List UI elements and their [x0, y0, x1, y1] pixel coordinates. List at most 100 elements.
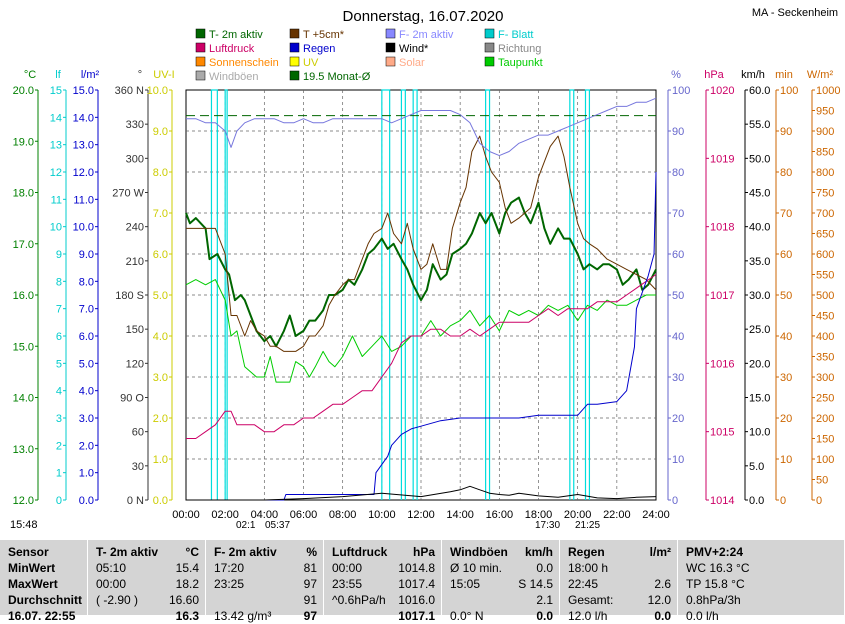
stats-cell-value: 0.0 [536, 561, 553, 575]
stats-column: Windböen km/h Ø 10 min. 0.0 15:05 S 14.5 2.1 0.… [442, 540, 560, 623]
stats-header: T- 2m aktiv °C [88, 544, 205, 560]
axis-tick-label: 200 [816, 413, 834, 425]
stats-cell-label: 23:55 [332, 577, 363, 591]
axis-tick-label: 40.0 [749, 222, 770, 234]
stats-column: F- 2m aktiv% 17:20 81 23:25 97 91 13.42 g/m³ 97 [206, 540, 324, 623]
axis-tick-label: 1014 [710, 495, 734, 507]
axis-tick-label: 270 W [112, 188, 144, 200]
axis-tick-label: 7 [56, 304, 62, 316]
stats-cell-label: 18:00 h [568, 561, 609, 575]
stats-cell-label: 05:10 [96, 561, 127, 575]
stats-row: Ø 10 min. 0.0 [442, 560, 559, 576]
axis-tick-label: 450 [816, 311, 834, 323]
stats-row: TP 15.8 °C [678, 576, 844, 592]
axis-tick-label: 25.0 [749, 324, 770, 336]
stats-header-unit: l/m² [649, 545, 671, 559]
axis-tick-label: 4.0 [79, 386, 94, 398]
leaf-wetness-spike [210, 89, 218, 500]
axis-tick-label: 14.0 [13, 393, 34, 405]
axis-tick-label: 20 [780, 413, 792, 425]
axis-tick-label: 500 [816, 290, 834, 302]
axis-tick-label: 10.0 [73, 222, 94, 234]
legend-label: T- 2m aktiv [209, 29, 263, 41]
axis-tick-label: 12.0 [73, 167, 94, 179]
x-tick-label: 14:00 [446, 509, 474, 521]
axis-tick-label: 15.0 [13, 341, 34, 353]
axis-tick-label: 15.0 [73, 85, 94, 97]
stats-cell-label: 17:20 [214, 561, 245, 575]
axis-tick-label: 6.0 [79, 331, 94, 343]
axis-tick-label: 10.0 [749, 427, 770, 439]
marker-solar-low: 17:30 [535, 520, 560, 531]
axis-tick-label: 350 [816, 352, 834, 364]
axis-tick-label: 5.0 [153, 290, 168, 302]
axis-unit: l/m² [81, 69, 100, 81]
axis-tick-label: 1018 [710, 222, 734, 234]
axis-tick-label: 3.0 [79, 413, 94, 425]
stats-header-unit: °C [185, 545, 199, 559]
stats-header-title: Luftdruck [332, 545, 388, 559]
stats-row: MaxWert [0, 576, 87, 592]
axis-tick-label: 1019 [710, 153, 734, 165]
axis-tick-label: 300 [816, 372, 834, 384]
stats-header: F- 2m aktiv% [206, 544, 323, 560]
stats-header: Windböen km/h [442, 544, 559, 560]
leaf-wetness-spike [412, 89, 418, 500]
stats-header-title: PMV+2:24 [686, 545, 744, 559]
axis-tick-label: 90 [780, 126, 792, 138]
legend-label: F- Blatt [498, 29, 533, 41]
legend-swatch [385, 42, 396, 53]
legend-label: Luftdruck [209, 43, 255, 55]
axis-tick-label: 100 [780, 85, 798, 97]
axis-tick-label: 850 [816, 147, 834, 159]
axis-tick-label: 20.0 [13, 85, 34, 97]
legend-label: Solar [399, 57, 425, 69]
axis-tick-label: 2 [56, 440, 62, 452]
axis-tick-label: 45.0 [749, 188, 770, 200]
axis-tick-label: 650 [816, 229, 834, 241]
axis-tick-label: 70 [672, 208, 684, 220]
stats-cell-value: 2.6 [654, 577, 671, 591]
axis-unit: % [671, 69, 681, 81]
stats-cell-value: 1017.1 [398, 609, 435, 623]
stats-row: MinWert [0, 560, 87, 576]
x-tick-label: 02:00 [211, 509, 239, 521]
stats-cell-text: 16.07. 22:55 [8, 609, 76, 623]
axis-unit: UV-I [153, 69, 174, 81]
axis-tick-label: 7.0 [79, 304, 94, 316]
stats-table: Sensor MinWert MaxWert Durchschnitt 16.07. 2… [0, 540, 845, 623]
axis-tick-label: 50 [672, 290, 684, 302]
stats-header: Luftdruck hPa [324, 544, 441, 560]
chart-areas [210, 89, 591, 500]
station-name: MA - Seckenheim [752, 7, 838, 19]
axis-tick-label: 7.0 [153, 208, 168, 220]
stats-header-title: Regen [568, 545, 605, 559]
axis-tick-label: 120 [126, 358, 144, 370]
axis-tick-label: 20 [672, 413, 684, 425]
axis-tick-label: 1 [56, 468, 62, 480]
stats-cell-value: 81 [303, 561, 317, 575]
stats-cell-label: 12.0 l/h [568, 609, 608, 623]
chart-legend: T- 2m aktiv T +5cm* F- 2m aktiv F- Blatt Luf… [195, 28, 543, 83]
stats-cell-value: 97 [303, 609, 317, 623]
legend-swatch [195, 70, 206, 81]
stats-cell-text: 0.8hPa/3h [686, 593, 741, 607]
axis-tick-label: 60 [780, 249, 792, 261]
axis-tick-label: 10 [780, 454, 792, 466]
axis-unit: hPa [704, 69, 724, 81]
axis-tick-label: 9 [56, 249, 62, 261]
stats-row: 0.0 l/h [678, 608, 844, 624]
axis-tick-label: 10 [672, 454, 684, 466]
stats-cell-label: ( -2.90 ) [96, 593, 139, 607]
stats-header-title: T- 2m aktiv [96, 545, 159, 559]
stats-row: 12.0 l/h 0.0 [560, 608, 677, 624]
axis-tick-label: 100 [816, 454, 834, 466]
axis-tick-label: 330 [126, 119, 144, 131]
axis-tick-label: 100 [672, 85, 690, 97]
weather-chart: 00:00 02:00 04:00 06:00 08:00 10:00 12:00 14:00… [10, 7, 840, 531]
stats-cell-label: 00:00 [96, 577, 127, 591]
x-tick-label: 06:00 [290, 509, 318, 521]
leaf-wetness-spike [584, 89, 591, 500]
leaf-wetness-spike [381, 89, 391, 500]
stats-header-unit: km/h [524, 545, 553, 559]
